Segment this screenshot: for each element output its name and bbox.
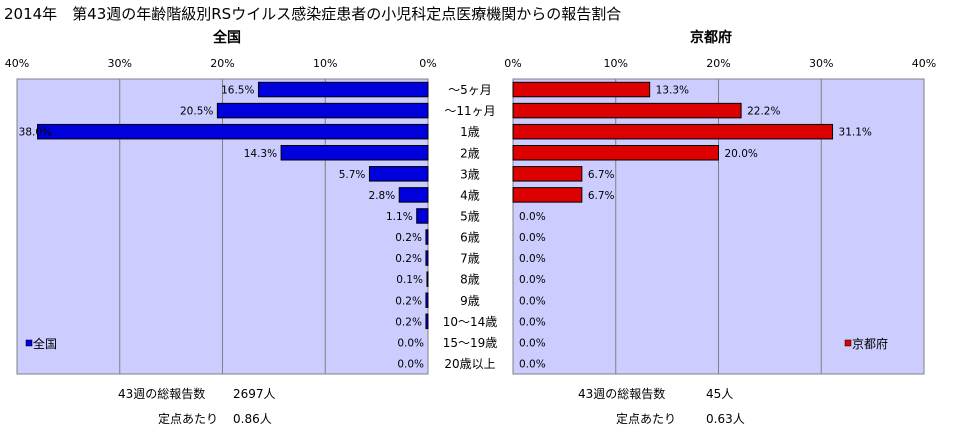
kyoto-bar bbox=[512, 145, 719, 161]
kyoto-legend-swatch bbox=[844, 339, 852, 347]
category-label: 15～19歳 bbox=[443, 336, 498, 350]
zenkoku-data-label: 1.1% bbox=[386, 211, 413, 223]
zenkoku-legend-swatch bbox=[25, 339, 33, 347]
kyoto-data-label: 0.0% bbox=[519, 295, 546, 307]
zenkoku-total-label: 43週の総報告数 bbox=[118, 387, 206, 401]
zenkoku-bar bbox=[416, 208, 429, 224]
kyoto-data-label: 0.0% bbox=[519, 337, 546, 349]
category-label: 20歳以上 bbox=[444, 357, 495, 371]
zenkoku-bar bbox=[425, 229, 429, 245]
category-label: 6歳 bbox=[460, 231, 480, 245]
zenkoku-data-label: 0.2% bbox=[395, 295, 422, 307]
category-label: 1歳 bbox=[460, 125, 480, 139]
zenkoku-data-label: 0.1% bbox=[396, 274, 423, 286]
zenkoku-data-label: 0.0% bbox=[397, 337, 424, 349]
kyoto-total-value: 45人 bbox=[706, 387, 734, 401]
category-label: ～5ヶ月 bbox=[448, 83, 492, 97]
zenkoku-tick-label: 20% bbox=[210, 57, 234, 70]
zenkoku-bar bbox=[425, 313, 429, 330]
zenkoku-data-label: 20.5% bbox=[180, 106, 213, 118]
zenkoku-legend-label: 全国 bbox=[33, 336, 57, 351]
zenkoku-bar bbox=[425, 292, 429, 308]
zenkoku-tick-label: 30% bbox=[108, 57, 132, 70]
zenkoku-bar bbox=[257, 81, 429, 98]
zenkoku-data-label: 0.2% bbox=[395, 232, 422, 244]
kyoto-per-value: 0.63人 bbox=[706, 412, 745, 426]
panel-title-zenkoku: 全国 bbox=[213, 30, 241, 46]
zenkoku-bar bbox=[280, 145, 429, 161]
zenkoku-data-label: 0.0% bbox=[397, 358, 424, 370]
kyoto-per-label: 定点あたり bbox=[616, 412, 677, 426]
zenkoku-data-label: 2.8% bbox=[369, 190, 396, 202]
zenkoku-data-label: 0.2% bbox=[395, 253, 422, 265]
category-label: 7歳 bbox=[460, 252, 480, 266]
category-label: 10～14歳 bbox=[443, 315, 498, 329]
zenkoku-per-value: 0.86人 bbox=[233, 412, 272, 426]
zenkoku-bar bbox=[37, 123, 429, 140]
kyoto-bar bbox=[512, 81, 651, 98]
category-label: 9歳 bbox=[460, 294, 480, 308]
kyoto-data-label: 22.2% bbox=[747, 106, 780, 118]
kyoto-bar bbox=[512, 166, 583, 182]
zenkoku-data-label: 16.5% bbox=[221, 85, 254, 97]
zenkoku-tick-label: 0% bbox=[419, 57, 436, 70]
kyoto-data-label: 0.0% bbox=[519, 232, 546, 244]
zenkoku-bar bbox=[368, 166, 429, 182]
zenkoku-bar bbox=[425, 250, 429, 266]
kyoto-bar bbox=[512, 102, 742, 119]
kyoto-data-label: 6.7% bbox=[588, 190, 615, 202]
kyoto-tick-label: 10% bbox=[604, 57, 628, 70]
kyoto-legend-label: 京都府 bbox=[852, 336, 888, 351]
category-label: ～11ヶ月 bbox=[444, 104, 495, 118]
zenkoku-per-label: 定点あたり bbox=[158, 412, 219, 426]
kyoto-data-label: 0.0% bbox=[519, 253, 546, 265]
category-label: 8歳 bbox=[460, 273, 480, 287]
zenkoku-data-label: 0.2% bbox=[395, 316, 422, 328]
kyoto-data-label: 0.0% bbox=[519, 274, 546, 286]
zenkoku-tick-label: 10% bbox=[313, 57, 337, 70]
kyoto-data-label: 31.1% bbox=[839, 127, 872, 139]
kyoto-bar bbox=[512, 123, 834, 140]
kyoto-data-label: 0.0% bbox=[519, 358, 546, 370]
kyoto-tick-label: 0% bbox=[504, 57, 521, 70]
zenkoku-data-label: 38.0% bbox=[19, 127, 52, 139]
category-label: 5歳 bbox=[460, 209, 480, 223]
zenkoku-total-value: 2697人 bbox=[233, 387, 276, 401]
category-label: 4歳 bbox=[460, 188, 480, 202]
zenkoku-data-label: 5.7% bbox=[339, 169, 366, 181]
kyoto-tick-label: 30% bbox=[809, 57, 833, 70]
kyoto-data-label: 0.0% bbox=[519, 211, 546, 223]
category-label: 3歳 bbox=[460, 167, 480, 181]
category-label: 2歳 bbox=[460, 146, 480, 160]
zenkoku-bar bbox=[216, 102, 429, 119]
panel-title-kyoto: 京都府 bbox=[690, 30, 732, 46]
kyoto-data-label: 20.0% bbox=[725, 148, 758, 160]
kyoto-total-label: 43週の総報告数 bbox=[578, 387, 666, 401]
zenkoku-bar bbox=[398, 187, 429, 203]
kyoto-data-label: 6.7% bbox=[588, 169, 615, 181]
zenkoku-bar bbox=[426, 271, 429, 287]
kyoto-tick-label: 20% bbox=[706, 57, 730, 70]
kyoto-bar bbox=[512, 187, 583, 203]
zenkoku-data-label: 14.3% bbox=[244, 148, 277, 160]
chart-title: 2014年 第43週の年齢階級別RSウイルス感染症患者の小児科定点医療機関からの… bbox=[4, 5, 622, 23]
kyoto-data-label: 13.3% bbox=[656, 85, 689, 97]
zenkoku-tick-label: 40% bbox=[5, 57, 29, 70]
kyoto-tick-label: 40% bbox=[912, 57, 936, 70]
kyoto-data-label: 0.0% bbox=[519, 316, 546, 328]
